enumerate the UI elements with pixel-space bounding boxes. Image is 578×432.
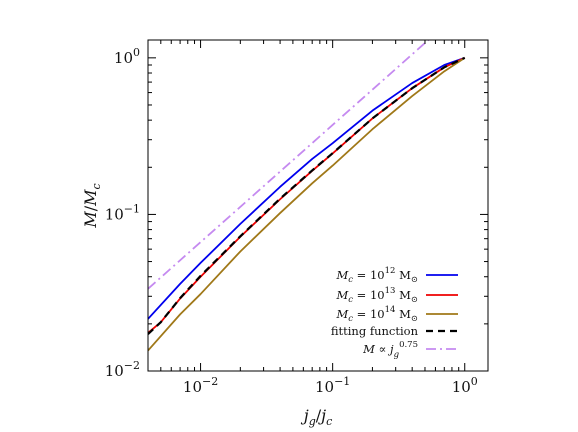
y-tick-label-0: 10−2	[105, 359, 140, 380]
y-tick-label-2: 100	[114, 46, 140, 67]
legend-entry-0: Mc = 1012 M⊙	[335, 266, 458, 285]
legend-entry-1: Mc = 1013 M⊙	[335, 286, 458, 305]
legend-label-4: M ∝ jg0.75	[362, 340, 418, 360]
y-tick-label-1: 10−1	[105, 202, 140, 223]
legend-label-1: Mc = 1013 M⊙	[335, 286, 418, 305]
legend-label-3: fitting function	[331, 324, 419, 338]
y-axis-title: M/Mc	[81, 183, 103, 228]
plot-frame	[147, 39, 489, 372]
x-axis-title: jg/jc	[301, 406, 333, 428]
legend-entry-3: fitting function	[331, 324, 458, 338]
series-line-4	[148, 40, 430, 290]
x-tick-label-2: 100	[452, 375, 478, 396]
series-line-2	[148, 57, 466, 352]
series-line-1	[148, 57, 466, 334]
legend-label-2: Mc = 1014 M⊙	[335, 305, 418, 324]
x-tick-label-1: 10−1	[315, 375, 350, 396]
series-layer	[148, 40, 466, 352]
ticks-layer: 10−2 10−1 100 10−2 10−1 100	[105, 40, 488, 396]
x-tick-label-0: 10−2	[183, 375, 218, 396]
series-line-3	[148, 56, 466, 335]
legend: Mc = 1012 M⊙Mc = 1013 M⊙Mc = 1014 M⊙fitt…	[331, 266, 458, 360]
legend-label-0: Mc = 1012 M⊙	[335, 266, 418, 285]
legend-entry-4: M ∝ jg0.75	[362, 340, 458, 360]
axis-titles: jg/jc M/Mc	[81, 183, 332, 428]
series-line-0	[148, 56, 466, 320]
legend-entry-2: Mc = 1014 M⊙	[335, 305, 458, 324]
